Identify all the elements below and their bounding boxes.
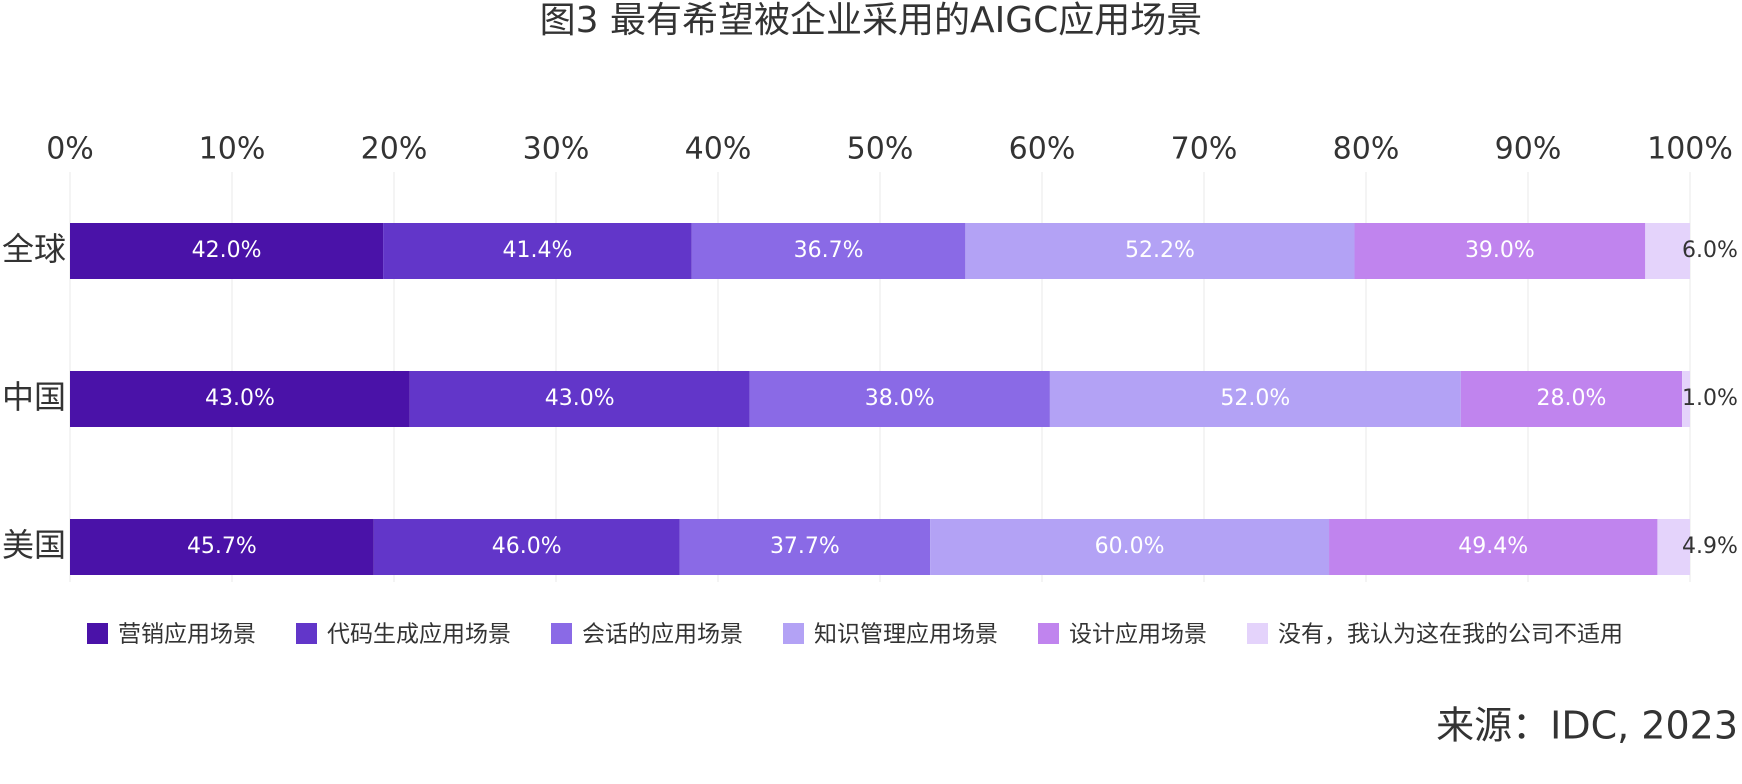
- y-tick-label: 美国: [2, 526, 66, 564]
- bar-segment: [1049, 371, 1461, 427]
- data-label: 43.0%: [205, 386, 275, 411]
- legend-swatch: [1038, 623, 1059, 644]
- bar-segment: [679, 519, 931, 575]
- data-label: 1.0%: [1682, 386, 1738, 411]
- data-label: 28.0%: [1537, 386, 1607, 411]
- bar-segment: [1329, 519, 1658, 575]
- x-tick-label: 30%: [523, 132, 590, 167]
- legend-swatch: [296, 623, 317, 644]
- bar-segment: [1645, 223, 1690, 279]
- data-label: 4.9%: [1682, 534, 1738, 559]
- legend-label: 代码生成应用场景: [327, 622, 511, 648]
- bar-segment: [70, 223, 384, 279]
- bar-segment: [691, 223, 966, 279]
- data-label: 42.0%: [192, 238, 262, 263]
- bar-segment: [1354, 223, 1646, 279]
- bar-segment: [383, 223, 692, 279]
- x-tick-label: 70%: [1171, 132, 1238, 167]
- legend-swatch: [87, 623, 108, 644]
- chart-title: 图3 最有希望被企业采用的AIGC应用场景: [540, 0, 1203, 41]
- data-label: 39.0%: [1465, 238, 1535, 263]
- data-label: 6.0%: [1682, 238, 1738, 263]
- data-label: 49.4%: [1458, 534, 1528, 559]
- data-label: 60.0%: [1095, 534, 1165, 559]
- x-tick-label: 10%: [199, 132, 266, 167]
- legend-label: 会话的应用场景: [582, 622, 743, 648]
- data-label: 45.7%: [187, 534, 257, 559]
- data-label: 41.4%: [502, 238, 572, 263]
- source-note: 来源：IDC, 2023: [1436, 704, 1738, 748]
- bar-segment: [1657, 519, 1690, 575]
- x-tick-label: 20%: [361, 132, 428, 167]
- x-tick-label: 60%: [1009, 132, 1076, 167]
- data-label: 38.0%: [865, 386, 935, 411]
- data-label: 37.7%: [770, 534, 840, 559]
- bar-segment: [1682, 371, 1690, 427]
- bar-segment: [965, 223, 1355, 279]
- bar-segment: [70, 371, 410, 427]
- bar-segment: [1460, 371, 1683, 427]
- data-label: 36.7%: [794, 238, 864, 263]
- x-tick-label: 90%: [1495, 132, 1562, 167]
- legend-swatch: [783, 623, 804, 644]
- x-tick-label: 0%: [46, 132, 94, 167]
- x-tick-label: 40%: [685, 132, 752, 167]
- legend-swatch: [551, 623, 572, 644]
- data-label: 52.2%: [1125, 238, 1195, 263]
- legend-label: 营销应用场景: [118, 622, 256, 648]
- x-tick-label: 100%: [1647, 132, 1733, 167]
- x-tick-label: 80%: [1333, 132, 1400, 167]
- y-tick-label: 全球: [2, 230, 66, 268]
- y-tick-label: 中国: [2, 378, 66, 416]
- legend-label: 知识管理应用场景: [814, 622, 998, 648]
- data-label: 52.0%: [1220, 386, 1290, 411]
- bar-segment: [930, 519, 1330, 575]
- legend-label: 没有，我认为这在我的公司不适用: [1278, 622, 1623, 648]
- bar-segment: [70, 519, 374, 575]
- bar-segment: [373, 519, 680, 575]
- legend-swatch: [1247, 623, 1268, 644]
- bar-segment: [409, 371, 750, 427]
- x-tick-label: 50%: [847, 132, 914, 167]
- data-label: 46.0%: [492, 534, 562, 559]
- bar-segment: [749, 371, 1050, 427]
- legend-label: 设计应用场景: [1069, 622, 1207, 648]
- data-label: 43.0%: [545, 386, 615, 411]
